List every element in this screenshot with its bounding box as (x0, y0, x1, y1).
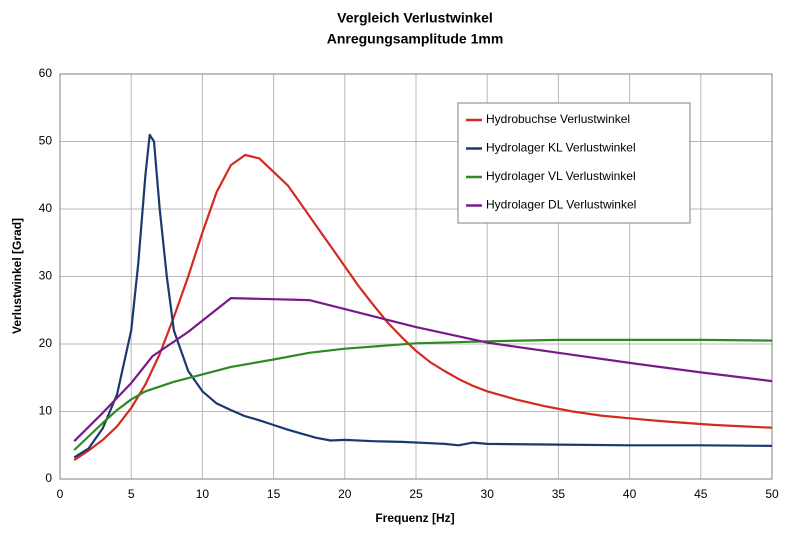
y-tick-label: 10 (39, 404, 53, 418)
x-tick-label: 15 (267, 487, 281, 501)
legend-box (457, 102, 691, 224)
data-line (73, 133, 773, 459)
x-axis-title: Frequenz [Hz] (375, 511, 454, 525)
y-tick-label: 50 (39, 134, 53, 148)
x-tick-label: 40 (623, 487, 637, 501)
chart-subtitle: Anregungsamplitude 1mm (327, 31, 504, 47)
x-tick-label: 20 (338, 487, 352, 501)
x-tick-label: 5 (128, 487, 135, 501)
y-axis-title: Verlustwinkel [Grad] (10, 218, 24, 334)
legend-label: Hydrolager VL Verlustwinkel (486, 169, 636, 183)
x-tick-label: 30 (481, 487, 495, 501)
data-line (73, 338, 773, 451)
legend-label: Hydrolager DL Verlustwinkel (486, 198, 636, 212)
x-tick-label: 45 (694, 487, 708, 501)
y-tick-label: 0 (45, 471, 52, 485)
x-tick-label: 25 (409, 487, 423, 501)
y-tick-label: 30 (39, 269, 53, 283)
y-tick-label: 20 (39, 336, 53, 350)
plot-frame (59, 73, 773, 480)
x-tick-label: 35 (552, 487, 566, 501)
data-line (73, 153, 773, 462)
legend-label: Hydrolager KL Verlustwinkel (486, 141, 636, 155)
chart-title: Vergleich Verlustwinkel (337, 10, 493, 26)
legend-label: Hydrobuchse Verlustwinkel (486, 112, 630, 126)
y-tick-label: 40 (39, 201, 53, 215)
x-tick-label: 0 (57, 487, 64, 501)
y-tick-label: 60 (39, 66, 53, 80)
data-line (73, 297, 773, 442)
x-tick-label: 10 (196, 487, 210, 501)
x-tick-label: 50 (765, 487, 779, 501)
